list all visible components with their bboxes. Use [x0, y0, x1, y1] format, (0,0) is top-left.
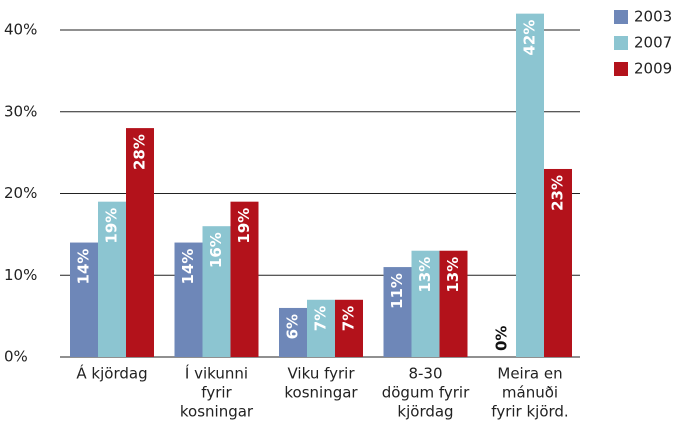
bar	[516, 13, 544, 358]
value-label: 14%	[75, 249, 93, 285]
x-tick-label: fyrir kjörd.	[491, 403, 568, 421]
x-tick-label: kjördag	[397, 403, 453, 421]
y-tick-label: 0%	[4, 348, 28, 366]
bar	[230, 201, 259, 357]
bar	[383, 267, 412, 357]
bar	[70, 242, 98, 357]
value-label: 23%	[549, 175, 567, 211]
x-tick-label: kosningar	[180, 403, 254, 421]
value-label: 11%	[388, 273, 406, 309]
x-tick-label: Meira en	[497, 365, 562, 383]
x-tick-label: Á kjördag	[76, 364, 147, 383]
value-label: 19%	[103, 208, 121, 244]
bar	[439, 250, 468, 357]
y-tick-label: 10%	[4, 266, 37, 284]
value-label: 7%	[340, 306, 358, 331]
y-tick-label: 20%	[4, 184, 37, 202]
value-label: 42%	[521, 20, 539, 56]
x-tick-label: Í vikunni	[185, 364, 248, 383]
value-label: 16%	[207, 232, 225, 268]
value-label: 13%	[416, 257, 434, 293]
value-label: 13%	[444, 257, 462, 293]
legend-swatch	[614, 62, 628, 76]
legend-swatch	[614, 10, 628, 24]
value-label: 0%	[493, 326, 511, 351]
x-tick-label: dögum fyrir	[382, 384, 470, 402]
bar	[307, 299, 335, 357]
legend-swatch	[614, 36, 628, 50]
bar	[335, 299, 363, 357]
value-label: 14%	[179, 249, 197, 285]
legend-label: 2003	[634, 8, 672, 26]
bar	[544, 168, 572, 357]
bar	[126, 128, 154, 357]
y-tick-label: 30%	[4, 102, 37, 120]
value-label: 28%	[131, 134, 149, 170]
bar	[98, 201, 126, 357]
value-label: 6%	[284, 314, 302, 339]
legend-label: 2009	[634, 60, 672, 78]
legend-label: 2007	[634, 34, 672, 52]
x-tick-label: mánuði	[502, 384, 558, 402]
x-tick-label: kosningar	[284, 384, 358, 402]
x-tick-label: fyrir	[201, 384, 232, 402]
value-label: 7%	[312, 306, 330, 331]
x-tick-label: Viku fyrir	[288, 365, 356, 383]
bar	[411, 250, 440, 357]
y-tick-label: 40%	[4, 21, 37, 39]
bar	[202, 226, 231, 357]
bar	[279, 307, 307, 357]
value-label: 19%	[235, 208, 253, 244]
x-tick-label: 8-30	[408, 365, 442, 383]
bar	[174, 242, 203, 357]
